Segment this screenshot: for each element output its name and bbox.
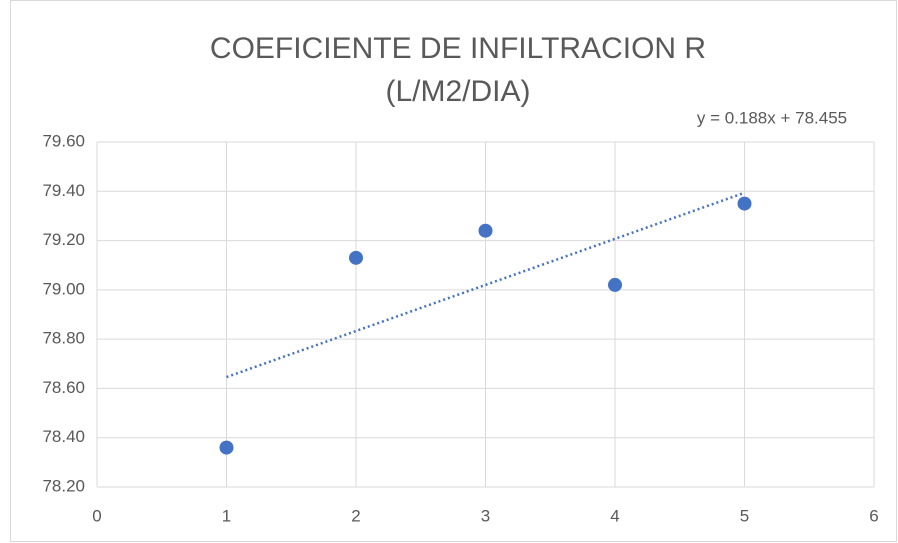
point bbox=[737, 196, 752, 211]
point bbox=[478, 223, 493, 238]
y-tick-label: 78.80 bbox=[42, 329, 85, 348]
y-tick-label: 79.60 bbox=[42, 131, 85, 150]
x-tick-label: 2 bbox=[351, 506, 360, 525]
chart-border bbox=[10, 0, 897, 542]
x-tick-label: 5 bbox=[740, 506, 749, 525]
trendline bbox=[226, 191, 745, 379]
y-tick-label: 79.00 bbox=[42, 279, 85, 298]
trendline-label: y = 0.188x + 78.455 bbox=[697, 108, 847, 127]
point bbox=[219, 440, 234, 455]
y-tick-label: 78.20 bbox=[42, 476, 85, 495]
x-tick-label: 6 bbox=[869, 506, 878, 525]
point bbox=[349, 250, 363, 265]
y-tick-label: 78.40 bbox=[42, 427, 85, 446]
chart-title: (L/M2/DIA) bbox=[385, 75, 530, 108]
y-tick-label: 79.40 bbox=[42, 181, 85, 200]
point bbox=[608, 277, 622, 292]
x-tick-label: 4 bbox=[610, 506, 619, 525]
x-tick-label: 3 bbox=[481, 506, 490, 525]
x-tick-label: 0 bbox=[92, 506, 101, 525]
y-tick-label: 79.20 bbox=[42, 230, 85, 249]
chart-title: COEFICIENTE DE INFILTRACION R bbox=[210, 32, 706, 65]
x-tick-label: 1 bbox=[222, 506, 231, 525]
y-tick-label: 78.60 bbox=[42, 378, 85, 397]
